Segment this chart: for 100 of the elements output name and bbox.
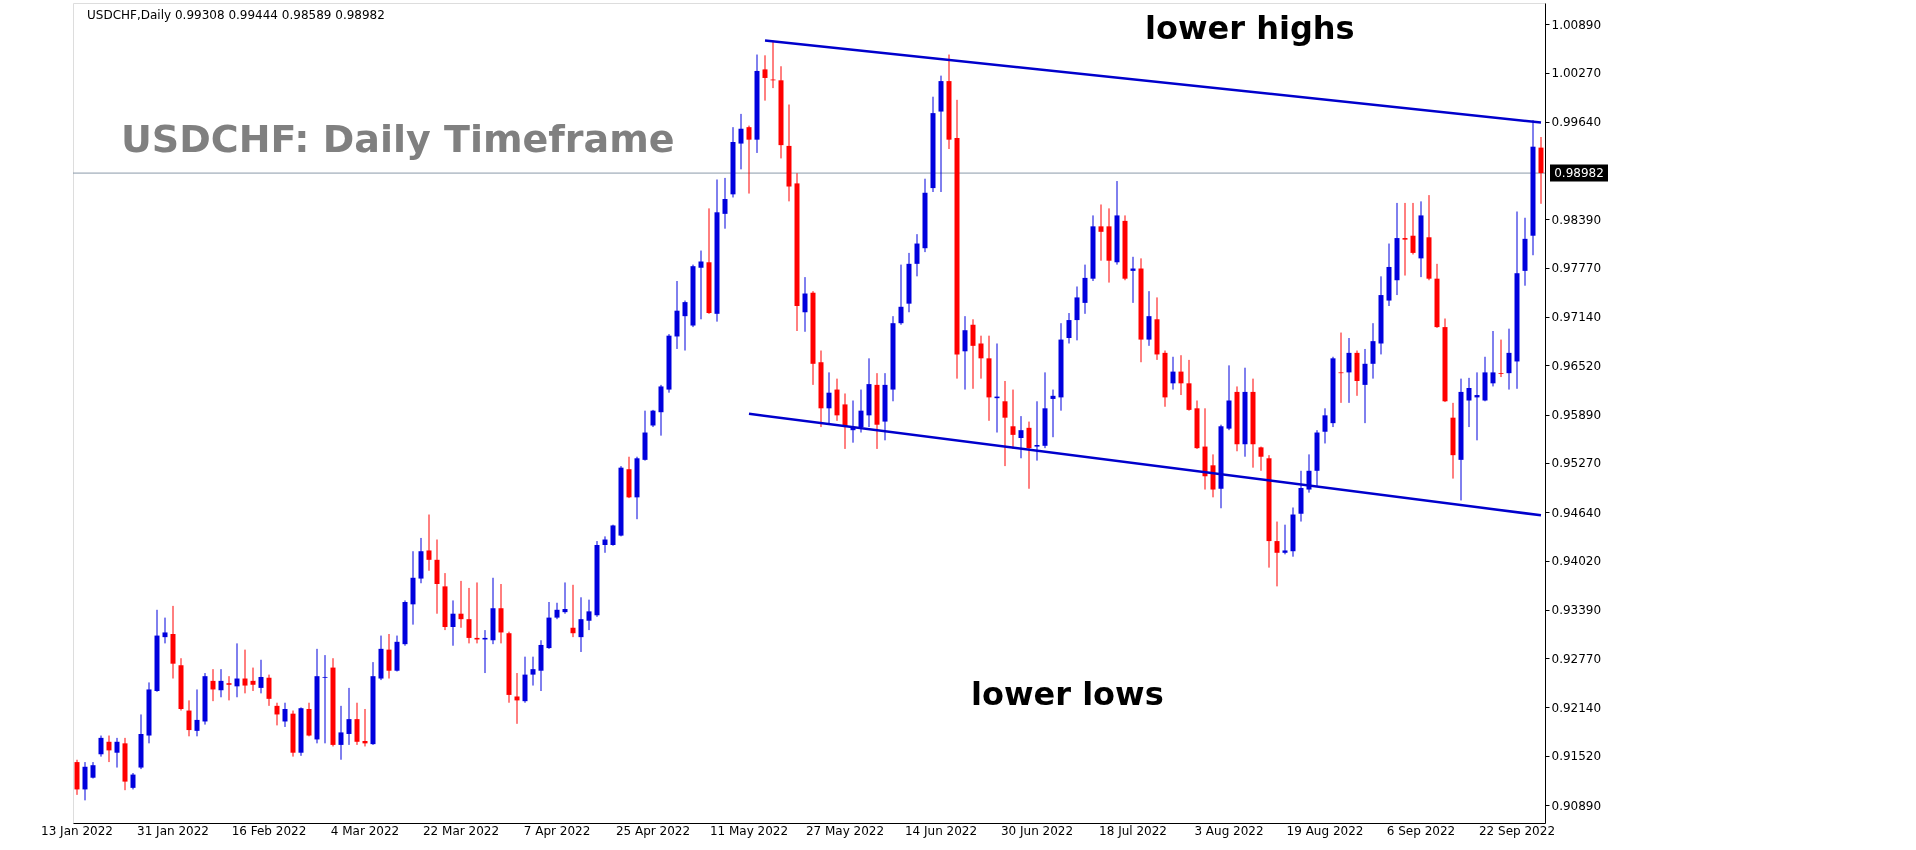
y-tick-label: 0.90890 — [1551, 798, 1602, 813]
candlestick — [962, 315, 968, 391]
candlestick — [186, 699, 192, 737]
candlestick — [266, 674, 272, 707]
candlestick — [1066, 312, 1072, 344]
y-tick-label: 0.96520 — [1551, 358, 1602, 373]
x-tick-label: 4 Mar 2022 — [330, 823, 400, 838]
x-tick-label: 13 Jan 2022 — [41, 823, 113, 838]
candlestick — [106, 735, 112, 763]
candlestick — [1402, 202, 1408, 277]
x-tick-label: 19 Aug 2022 — [1286, 823, 1364, 838]
candlestick — [162, 617, 168, 644]
y-tick-label: 1.00270 — [1551, 66, 1602, 80]
x-tick-label: 16 Feb 2022 — [231, 823, 307, 838]
candlestick — [1034, 400, 1040, 462]
candlestick — [450, 599, 456, 647]
candlestick — [258, 659, 264, 694]
candlestick — [346, 687, 352, 746]
candlestick — [194, 688, 200, 737]
candlestick — [738, 113, 744, 170]
annotation: lower highs — [1145, 9, 1355, 47]
candlestick — [698, 250, 704, 320]
y-tick-label: 0.92140 — [1551, 700, 1602, 715]
candlestick — [562, 581, 568, 615]
y-tick-label: 0.95890 — [1551, 408, 1602, 423]
candlestick — [762, 54, 768, 102]
candlestick — [282, 702, 288, 728]
x-tick-label: 27 May 2022 — [805, 823, 885, 838]
candlestick — [274, 702, 280, 726]
candlestick — [578, 596, 584, 653]
candlestick — [210, 668, 216, 702]
y-tick-label: 0.92770 — [1551, 651, 1602, 666]
candlestick — [1002, 380, 1008, 467]
candlestick — [1074, 285, 1080, 341]
candlestick — [1466, 377, 1472, 428]
candlestick — [1506, 328, 1512, 391]
x-tick-label: 3 Aug 2022 — [1194, 823, 1264, 838]
ref-line-label: 0.98982 — [1554, 166, 1604, 181]
text: USDCHF: Daily Timeframe — [121, 117, 675, 161]
y-tick-label: 0.95270 — [1551, 456, 1602, 471]
x-tick-label: 14 Jun 2022 — [904, 823, 978, 838]
candlestick — [114, 737, 120, 769]
candlestick — [218, 668, 224, 698]
y-tick-label: 0.91520 — [1551, 749, 1602, 764]
candlestick — [554, 602, 560, 620]
candlestick — [858, 389, 864, 434]
x-tick-label: 18 Jul 2022 — [1099, 823, 1167, 838]
candlestick — [746, 125, 752, 195]
candlestick — [234, 642, 240, 698]
y-tick-label: 0.94640 — [1551, 505, 1602, 520]
y-tick-label: 0.94020 — [1551, 554, 1602, 569]
y-tick-label: 1.00890 — [1551, 17, 1602, 32]
candlestick — [1338, 332, 1344, 404]
y-tick-label: 0.97140 — [1551, 310, 1602, 325]
x-tick-label: 11 May 2022 — [709, 823, 789, 838]
candlestick — [250, 667, 256, 692]
candlestick — [1146, 290, 1152, 347]
candlestick — [1050, 389, 1056, 438]
candlestick — [842, 392, 848, 450]
candlestick — [586, 599, 592, 631]
x-tick-label: 30 Jun 2022 — [1000, 823, 1074, 838]
candlestick — [1018, 415, 1024, 459]
candlestick — [802, 276, 808, 333]
candlestick — [898, 264, 904, 326]
candlestick — [1258, 446, 1264, 472]
candlestick — [1282, 524, 1288, 555]
candlestick — [1490, 330, 1496, 387]
candlestick — [570, 584, 576, 638]
x-tick-label: 25 Apr 2022 — [615, 823, 691, 838]
candlestick — [1346, 337, 1352, 404]
candlestick — [1178, 354, 1184, 396]
candlestick — [826, 371, 832, 426]
candlestick — [386, 633, 392, 680]
candlestick — [530, 656, 536, 687]
x-tick-label: 7 Apr 2022 — [523, 823, 591, 838]
y-tick-label: 0.98390 — [1551, 212, 1602, 227]
candlestick — [1170, 356, 1176, 391]
candlestick — [466, 587, 472, 644]
candlestick — [338, 705, 344, 761]
candlestick — [242, 649, 248, 694]
candlestick — [514, 672, 520, 725]
candlestick — [1410, 202, 1416, 255]
candlestick — [98, 735, 104, 758]
annotation: USDCHF,Daily 0.99308 0.99444 0.98589 0.98982 — [87, 8, 385, 22]
candlestick — [1362, 348, 1368, 424]
candlestick — [322, 654, 328, 744]
y-tick-label: 0.99640 — [1551, 115, 1602, 130]
x-tick-label: 6 Sep 2022 — [1386, 823, 1456, 838]
candlestick — [1370, 322, 1376, 380]
x-tick-label: 31 Jan 2022 — [137, 823, 209, 838]
candlestick — [1026, 421, 1032, 490]
x-tick-label: 22 Sep 2022 — [1478, 823, 1556, 838]
candlestick — [1498, 339, 1504, 378]
candlestick — [722, 177, 728, 230]
candlestick — [682, 300, 688, 352]
candlestick — [970, 318, 976, 390]
candlestick — [602, 535, 608, 554]
candlestick — [458, 580, 464, 629]
candlestick — [978, 335, 984, 380]
x-tick-label: 22 Mar 2022 — [422, 823, 500, 838]
